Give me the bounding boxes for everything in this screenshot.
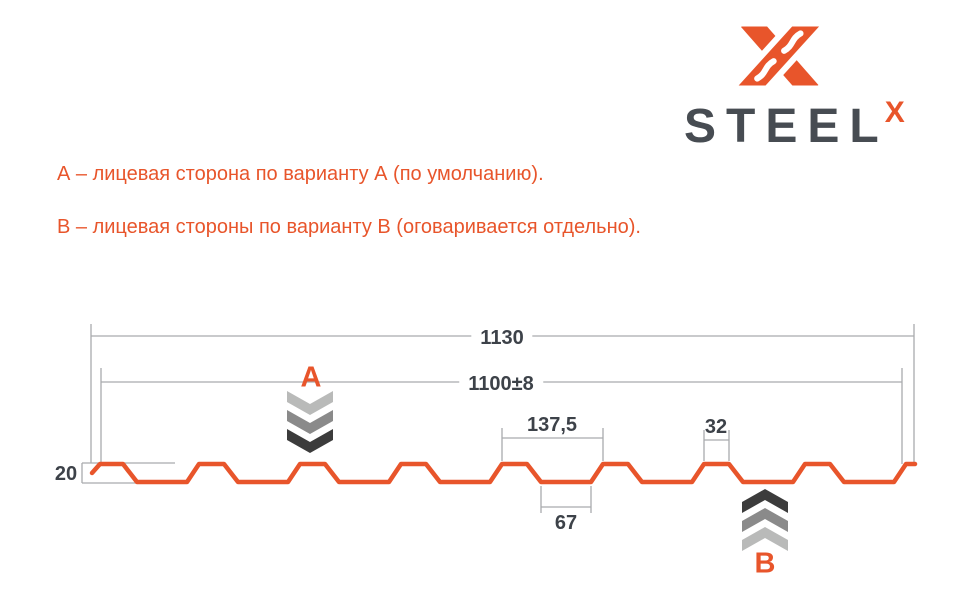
- logo-x-superscript: X: [884, 96, 905, 129]
- dim-overall-width-label: 1130: [471, 328, 533, 348]
- dim-valley-width-label: 67: [554, 512, 578, 534]
- profile-outline: [89, 461, 918, 485]
- legend-variant-a: А – лицевая сторона по варианту А (по ум…: [57, 163, 544, 185]
- dim-profile-height-label: 20: [54, 463, 78, 485]
- witness-lines: [81, 324, 915, 513]
- logo-steel-text: STEEL: [684, 100, 889, 153]
- marker-a-chevrons-icon: [287, 391, 333, 453]
- steelx-logo-mark-icon: [733, 26, 825, 86]
- dim-rib-top-width-label: 32: [704, 416, 728, 438]
- dim-rib-pitch-label: 137,5: [526, 414, 578, 436]
- dim-working-width-label: 1100±8: [459, 374, 543, 394]
- marker-a-letter: А: [300, 361, 322, 394]
- legend-variant-b: В – лицевая стороны по варианту В (огова…: [57, 216, 641, 238]
- marker-b-letter: В: [754, 547, 776, 580]
- marker-b-chevrons-icon: [742, 489, 788, 551]
- logo-wordmark: STEELX: [684, 98, 909, 153]
